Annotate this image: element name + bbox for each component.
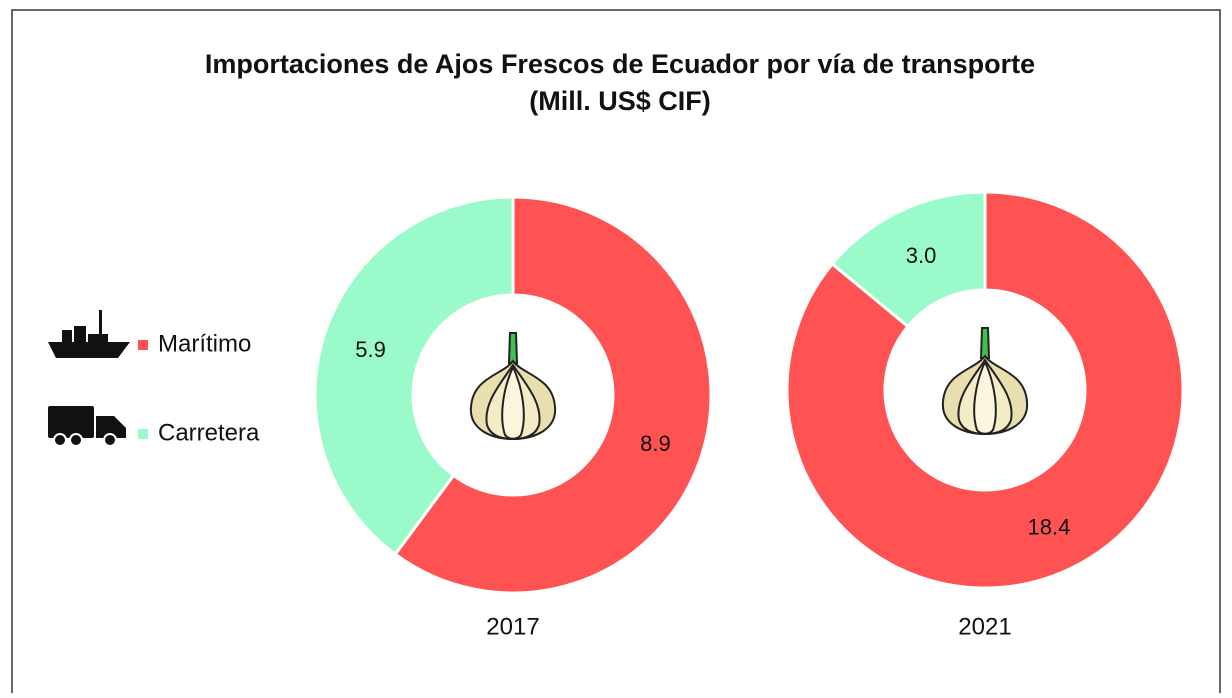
donut-segment <box>830 190 987 329</box>
donut-segment <box>313 195 515 557</box>
legend-label: Carretera <box>158 419 260 446</box>
legend-swatch <box>138 429 148 439</box>
donut-label: 2017 <box>486 613 539 640</box>
chart-subtitle: (Mill. US$ CIF) <box>529 86 711 116</box>
legend-swatch <box>138 340 148 350</box>
chart-title: Importaciones de Ajos Frescos de Ecuador… <box>205 49 1035 79</box>
donut-segment <box>393 195 713 595</box>
data-label: 8.9 <box>640 431 671 456</box>
donut-label: 2021 <box>958 613 1011 640</box>
data-label: 18.4 <box>1028 514 1071 539</box>
donut-segment <box>785 190 1185 590</box>
data-label: 5.9 <box>355 337 386 362</box>
garlic-icon <box>469 332 557 441</box>
legend-label: Marítimo <box>158 330 251 357</box>
truck-icon <box>48 406 126 447</box>
ship-icon <box>48 310 130 358</box>
data-label: 3.0 <box>906 243 937 268</box>
